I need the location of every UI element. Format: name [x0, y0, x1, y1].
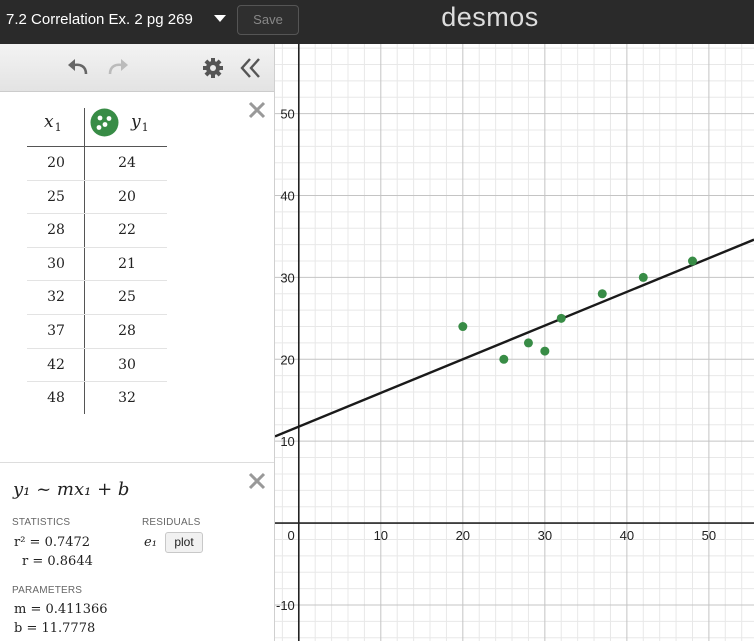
table-cell-x[interactable]: 30 — [47, 255, 65, 272]
table-header-y1[interactable]: y1 — [131, 112, 149, 134]
point-style-icon[interactable] — [90, 108, 119, 137]
y-tick-label: 20 — [280, 352, 294, 367]
table-row-divider — [27, 381, 167, 383]
residuals-label: RESIDUALS — [142, 517, 201, 528]
slope-parameter: m = 0.411366 — [14, 602, 108, 617]
table-expression[interactable]: x1 y1 20 24 25 20 28 22 30 21 32 25 37 28 42 30 48 32 — [0, 92, 274, 463]
x-tick-label: 0 — [288, 528, 295, 543]
table-row-divider — [27, 179, 167, 181]
r-value: r = 0.8644 — [22, 554, 93, 569]
table-cell-x[interactable]: 48 — [47, 390, 65, 407]
undo-icon[interactable] — [66, 56, 92, 80]
table-cell-x[interactable]: 32 — [47, 289, 65, 306]
top-bar: 7.2 Correlation Ex. 2 pg 269 Save desmos — [0, 0, 754, 44]
statistics-label: STATISTICS — [12, 517, 71, 528]
save-button[interactable]: Save — [237, 5, 299, 35]
y-tick-label: 30 — [280, 270, 294, 285]
regression-expression[interactable]: y₁ ~ mx₁ + b STATISTICS RESIDUALS r² = 0… — [0, 463, 274, 641]
desmos-logo: desmos — [441, 2, 539, 32]
settings-gear-icon[interactable] — [200, 56, 226, 80]
table-row-divider — [27, 280, 167, 282]
delete-expression-icon[interactable] — [247, 471, 267, 491]
parameters-label: PARAMETERS — [12, 585, 83, 596]
table-cell-y[interactable]: 20 — [118, 188, 136, 205]
redo-icon[interactable] — [104, 56, 130, 80]
table-cell-x[interactable]: 42 — [47, 356, 65, 373]
table-cell-x[interactable]: 20 — [47, 155, 65, 171]
data-point — [597, 289, 607, 299]
table-cell-y[interactable]: 32 — [118, 390, 136, 407]
table-cell-x[interactable]: 28 — [47, 222, 65, 239]
title-dropdown-icon[interactable] — [214, 15, 226, 22]
graph-title[interactable]: 7.2 Correlation Ex. 2 pg 269 — [6, 11, 193, 28]
y-tick-label: -10 — [276, 598, 295, 613]
expression-list: x1 y1 20 24 25 20 28 22 30 21 32 25 37 28 42 30 48 32 y… — [0, 44, 275, 641]
data-point — [638, 272, 648, 282]
table-header-x1[interactable]: x1 — [44, 112, 62, 134]
x-tick-label: 20 — [456, 528, 470, 543]
table-row-divider — [27, 347, 167, 349]
regression-formula[interactable]: y₁ ~ mx₁ + b — [13, 479, 130, 500]
table-row-divider — [27, 213, 167, 215]
y-tick-label: 10 — [280, 434, 294, 449]
x-tick-label: 30 — [538, 528, 552, 543]
data-point — [499, 354, 509, 364]
collapse-panel-icon[interactable] — [238, 56, 264, 80]
expression-toolbar — [0, 44, 274, 92]
r-squared-value: r² = 0.7472 — [14, 535, 91, 550]
table-row-divider — [27, 314, 167, 315]
table-cell-x[interactable]: 37 — [47, 323, 65, 339]
delete-expression-icon[interactable] — [247, 100, 267, 120]
data-point — [556, 313, 566, 323]
x-tick-label: 40 — [620, 528, 634, 543]
data-point — [687, 256, 697, 266]
table-cell-y[interactable]: 24 — [118, 155, 136, 171]
x-tick-label: 50 — [702, 528, 716, 543]
graph-canvas[interactable]: 0 10 20 30 40 50 -10 10 20 30 40 50 — [275, 44, 754, 641]
data-point — [540, 346, 550, 356]
table-cell-y[interactable]: 28 — [118, 323, 136, 339]
table-column-divider — [84, 108, 85, 414]
x-tick-label: 10 — [374, 528, 388, 543]
residual-variable: e₁ — [144, 535, 157, 550]
plot-residuals-button[interactable]: plot — [165, 532, 203, 553]
intercept-parameter: b = 11.7778 — [14, 621, 96, 636]
data-point — [523, 338, 533, 348]
table-cell-x[interactable]: 25 — [47, 188, 65, 205]
table-row-divider — [27, 246, 167, 248]
table-cell-y[interactable]: 30 — [118, 356, 136, 373]
table-header-divider — [27, 146, 167, 147]
table-cell-y[interactable]: 21 — [118, 255, 136, 272]
table-cell-y[interactable]: 22 — [118, 222, 136, 239]
data-point — [458, 322, 468, 332]
y-tick-label: 50 — [280, 107, 294, 122]
regression-line — [275, 238, 754, 438]
table-cell-y[interactable]: 25 — [118, 289, 136, 306]
y-tick-label: 40 — [280, 189, 294, 204]
